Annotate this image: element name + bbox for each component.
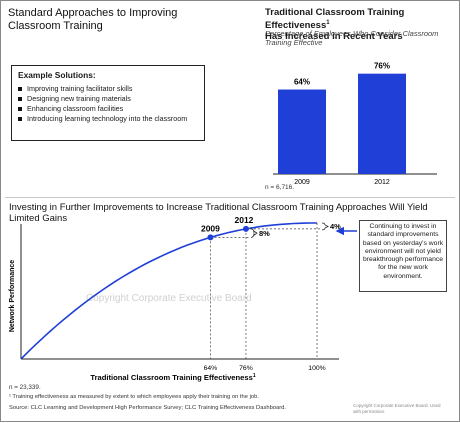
example-solutions-list: Improving training facilitator skills De… bbox=[18, 84, 187, 124]
watermark: Copyright Corporate Executive Board bbox=[86, 293, 252, 304]
bar-chart-title: Traditional Classroom Training Effective… bbox=[265, 7, 455, 42]
effectiveness-curve bbox=[20, 222, 317, 360]
bar-2009 bbox=[278, 89, 326, 174]
x-tick-64: 64% bbox=[204, 365, 218, 372]
bar-2012 bbox=[358, 73, 406, 174]
curve-y-axis-label: Network Performance bbox=[9, 260, 16, 332]
bar-chart-subtitle: Percentage of Employees Who Consider Cla… bbox=[265, 29, 439, 47]
curve-x-axis-label-sup: 1 bbox=[253, 373, 256, 379]
x-tick-76: 76% bbox=[239, 365, 253, 372]
list-item: Improving training facilitator skills bbox=[18, 84, 187, 94]
bar-category-label-2009: 2009 bbox=[294, 179, 310, 186]
callout-box: Continuing to invest in standard improve… bbox=[359, 220, 447, 292]
curve-x-axis-label: Traditional Classroom Training Effective… bbox=[90, 373, 255, 382]
bar-value-label-2009: 64% bbox=[294, 78, 310, 87]
left-title: Standard Approaches to Improving Classro… bbox=[8, 7, 178, 32]
example-solutions-header: Example Solutions: bbox=[18, 70, 96, 80]
list-item: Designing new training materials bbox=[18, 94, 187, 104]
section-divider bbox=[5, 197, 455, 198]
bar-category-label-2012: 2012 bbox=[374, 179, 390, 186]
bar-value-label-2012: 76% bbox=[374, 62, 390, 71]
gap-bracket-4 bbox=[321, 222, 329, 231]
bar-chart-title-sup: 1 bbox=[326, 20, 330, 26]
gap-label-4: 4% bbox=[330, 222, 341, 231]
point-2009 bbox=[207, 234, 214, 241]
source-note: Source: CLC Learning and Development Hig… bbox=[9, 405, 286, 411]
point-label-2009: 2009 bbox=[201, 223, 220, 233]
gap-bracket-8 bbox=[250, 228, 258, 238]
curve-chart-title: Investing in Further Improvements to Inc… bbox=[9, 202, 428, 224]
curve-x-axis-label-text: Traditional Classroom Training Effective… bbox=[90, 373, 252, 382]
bar-chart-n-note: n = 6,716. bbox=[265, 184, 295, 191]
x-tick-100: 100% bbox=[308, 365, 325, 372]
point-2012 bbox=[242, 225, 249, 232]
bar-chart: 64% 76% 2009 2012 bbox=[273, 62, 437, 186]
bar-chart-title-line2: Has Increased in Recent Years bbox=[265, 31, 403, 43]
curve-chart: 2009 2012 8% 4% 64% 76% 100% Traditional… bbox=[9, 215, 357, 382]
bar-chart-title-line1: Traditional Classroom Training Effective… bbox=[265, 7, 405, 32]
footnote: ¹ Training effectiveness as measured by … bbox=[9, 394, 259, 400]
copyright-note: Copyright Corporate Executive Board. Use… bbox=[353, 403, 441, 414]
curve-chart-n-note: n = 23,339. bbox=[9, 384, 41, 391]
gap-label-8: 8% bbox=[259, 229, 270, 238]
list-item: Introducing learning technology into the… bbox=[18, 114, 187, 124]
point-label-2012: 2012 bbox=[234, 215, 253, 225]
list-item: Enhancing classroom facilities bbox=[18, 104, 187, 114]
example-solutions-box: Example Solutions: Improving training fa… bbox=[11, 65, 205, 141]
